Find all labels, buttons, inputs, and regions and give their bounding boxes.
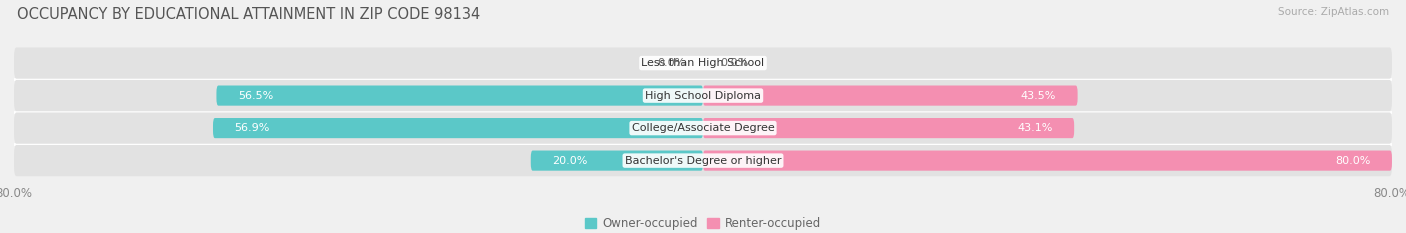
Text: 0.0%: 0.0%	[720, 58, 748, 68]
FancyBboxPatch shape	[14, 145, 1392, 176]
Text: 56.5%: 56.5%	[238, 91, 273, 101]
FancyBboxPatch shape	[14, 48, 1392, 79]
Text: High School Diploma: High School Diploma	[645, 91, 761, 101]
Legend: Owner-occupied, Renter-occupied: Owner-occupied, Renter-occupied	[579, 212, 827, 233]
Text: 43.5%: 43.5%	[1021, 91, 1056, 101]
FancyBboxPatch shape	[531, 151, 703, 171]
Text: 56.9%: 56.9%	[235, 123, 270, 133]
Text: 80.0%: 80.0%	[1336, 156, 1371, 166]
FancyBboxPatch shape	[703, 118, 1074, 138]
Text: OCCUPANCY BY EDUCATIONAL ATTAINMENT IN ZIP CODE 98134: OCCUPANCY BY EDUCATIONAL ATTAINMENT IN Z…	[17, 7, 479, 22]
Text: 0.0%: 0.0%	[658, 58, 686, 68]
Text: Less than High School: Less than High School	[641, 58, 765, 68]
FancyBboxPatch shape	[703, 151, 1392, 171]
FancyBboxPatch shape	[703, 86, 1077, 106]
FancyBboxPatch shape	[14, 113, 1392, 144]
Text: 43.1%: 43.1%	[1018, 123, 1053, 133]
Text: Bachelor's Degree or higher: Bachelor's Degree or higher	[624, 156, 782, 166]
Text: College/Associate Degree: College/Associate Degree	[631, 123, 775, 133]
Text: Source: ZipAtlas.com: Source: ZipAtlas.com	[1278, 7, 1389, 17]
FancyBboxPatch shape	[217, 86, 703, 106]
FancyBboxPatch shape	[212, 118, 703, 138]
FancyBboxPatch shape	[14, 80, 1392, 111]
Text: 20.0%: 20.0%	[553, 156, 588, 166]
